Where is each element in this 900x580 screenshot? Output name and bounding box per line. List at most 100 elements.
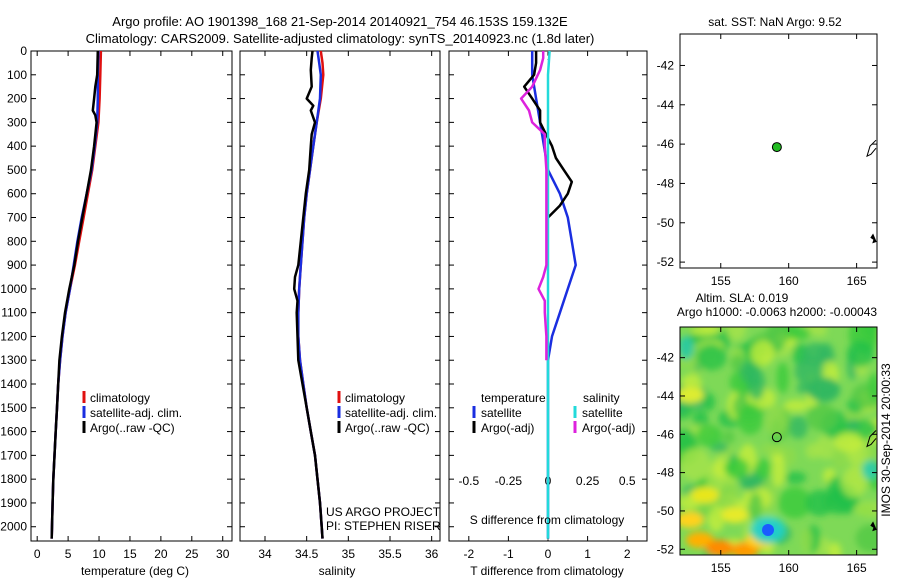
sla-blob bbox=[860, 327, 877, 341]
sla-blob bbox=[868, 372, 877, 402]
sla-eddy-core bbox=[762, 524, 774, 536]
y-tick-label: 1900 bbox=[0, 496, 27, 510]
x-tick-label: 160 bbox=[779, 561, 799, 575]
sla-field bbox=[680, 327, 877, 555]
sla-blob bbox=[759, 442, 786, 456]
y-tick-label: -42 bbox=[657, 351, 675, 365]
x-tick-label: 36 bbox=[425, 547, 439, 561]
y-tick-label: -48 bbox=[657, 466, 675, 480]
y-tick-label: 1600 bbox=[0, 425, 27, 439]
sla-warm-patch bbox=[686, 532, 714, 548]
sla-blob bbox=[784, 471, 807, 484]
coastline bbox=[866, 430, 877, 448]
figure-title-line-2: Climatology: CARS2009. Satellite-adjuste… bbox=[86, 31, 595, 46]
x-tick-label: 35 bbox=[342, 547, 356, 561]
sla-blob bbox=[828, 542, 842, 555]
x-tick-label: 25 bbox=[185, 547, 199, 561]
sla-blob bbox=[851, 383, 877, 410]
legend-label: satellite-adj. clim. bbox=[90, 406, 182, 420]
sla-blob bbox=[740, 360, 758, 383]
figure-title-line-1: Argo profile: AO 1901398_168 21-Sep-2014… bbox=[112, 14, 568, 29]
x-tick-label: 160 bbox=[779, 274, 799, 288]
sla-blob bbox=[805, 489, 834, 517]
sla-cool-eddy bbox=[680, 336, 694, 360]
sla-blob bbox=[730, 354, 745, 372]
x-tick-label: 34.5 bbox=[295, 547, 319, 561]
legend-label: satellite-adj. clim. bbox=[345, 406, 437, 420]
float-position-marker bbox=[771, 142, 782, 153]
y-tick-label: -52 bbox=[657, 542, 675, 556]
y-tick-label: 600 bbox=[7, 187, 27, 201]
legend-label: climatology bbox=[345, 391, 405, 405]
legend-label: satellite bbox=[582, 406, 623, 420]
y-tick-label: -50 bbox=[657, 504, 675, 518]
sla-side-label: IMOS 30-Sep-2014 20:00:33 bbox=[879, 363, 893, 517]
sla-blob bbox=[755, 458, 772, 480]
sla-blob bbox=[802, 342, 830, 365]
y-tick-label: 300 bbox=[7, 115, 27, 129]
salinity-xlabel: salinity bbox=[319, 564, 356, 578]
y-tick-label: -52 bbox=[657, 255, 675, 269]
map-frame bbox=[679, 33, 878, 269]
y-tick-label: 0 bbox=[20, 44, 27, 58]
s-diff-tick-label: -0.5 bbox=[458, 474, 479, 488]
sla-blob bbox=[854, 501, 877, 517]
sla-blob bbox=[786, 327, 811, 341]
salinity-legend: climatology satellite-adj. clim. Argo(..… bbox=[337, 391, 437, 435]
sla-cool-eddy bbox=[862, 460, 877, 480]
temperature-xlabel: temperature (deg C) bbox=[81, 564, 189, 578]
legend-label: satellite bbox=[481, 406, 522, 420]
sla-texture bbox=[680, 327, 877, 555]
sla-warm-patch bbox=[680, 387, 704, 403]
y-tick-label: 100 bbox=[7, 68, 27, 82]
y-tick-label: -44 bbox=[657, 98, 675, 112]
series-line-satellite-salinity bbox=[546, 50, 551, 539]
y-tick-label: -48 bbox=[657, 176, 675, 190]
sla-blob bbox=[794, 357, 824, 385]
plot-frame bbox=[239, 50, 441, 542]
legend-title-temperature: temperature bbox=[481, 391, 546, 405]
sla-blob bbox=[805, 378, 840, 401]
y-tick-label: 1100 bbox=[1, 306, 27, 320]
y-tick-label: 1300 bbox=[0, 353, 27, 367]
sla-map-panel: 155 160 165 -42 -44 -46 -48 -50 -52 bbox=[657, 326, 878, 575]
sla-blob bbox=[725, 327, 747, 341]
project-annotation: US ARGO PROJECT bbox=[326, 505, 441, 519]
sla-blob bbox=[805, 442, 822, 459]
sla-blob bbox=[696, 424, 723, 447]
sla-blob bbox=[778, 487, 812, 519]
sla-blob bbox=[834, 432, 864, 453]
y-tick-label: 1800 bbox=[0, 472, 27, 486]
s-diff-tick-label: 0.5 bbox=[619, 474, 636, 488]
sla-blob bbox=[846, 340, 874, 367]
x-tick-label: 35.5 bbox=[378, 547, 402, 561]
sla-blob bbox=[690, 327, 719, 336]
series-line-satellite-temperature bbox=[530, 51, 577, 539]
x-tick-label: 1 bbox=[584, 547, 591, 561]
sla-blob bbox=[840, 465, 868, 498]
y-tick-label: 200 bbox=[7, 92, 27, 106]
difference-panel: -2 -1 0 1 2-0.5 -0.25 0 0.25 0.5 bbox=[448, 50, 648, 561]
float-position-marker bbox=[771, 432, 782, 443]
sla-blob bbox=[788, 415, 808, 439]
sla-warm-patch bbox=[721, 507, 749, 523]
sla-blob bbox=[707, 504, 725, 532]
y-tick-label: 1200 bbox=[0, 329, 27, 343]
y-tick-label: -50 bbox=[657, 216, 675, 230]
island-coastline bbox=[870, 521, 877, 532]
sla-blob bbox=[723, 430, 735, 444]
sla-blob bbox=[692, 409, 709, 429]
y-tick-label: -46 bbox=[657, 427, 675, 441]
y-tick-label: 1700 bbox=[0, 448, 27, 462]
y-tick-label: 900 bbox=[7, 258, 27, 272]
y-tick-label: -42 bbox=[657, 58, 675, 72]
y-tick-label: 400 bbox=[7, 139, 27, 153]
sla-blob bbox=[800, 528, 813, 554]
sla-blob bbox=[750, 340, 775, 366]
temperature-legend: climatology satellite-adj. clim. Argo(..… bbox=[82, 391, 182, 435]
salinity-panel: 34 34.5 35 35.5 36 bbox=[239, 50, 441, 561]
sla-blob bbox=[811, 327, 828, 337]
difference-top-xlabel: S difference from climatology bbox=[470, 513, 625, 527]
legend-label: Argo(..raw -QC) bbox=[90, 421, 175, 435]
